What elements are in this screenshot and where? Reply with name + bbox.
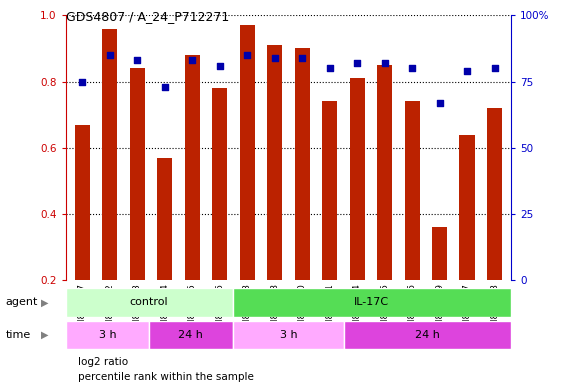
Point: [325, 65, 334, 71]
Point: [78, 79, 87, 85]
Bar: [240, 25, 255, 346]
Point: [352, 60, 361, 66]
Point: [408, 65, 417, 71]
Point: [435, 100, 444, 106]
Bar: [295, 48, 309, 346]
Text: control: control: [130, 297, 168, 308]
Text: 24 h: 24 h: [179, 330, 203, 340]
Bar: [66, 288, 233, 317]
Bar: [75, 125, 90, 346]
Point: [380, 60, 389, 66]
Text: ▶: ▶: [41, 330, 49, 340]
Text: 24 h: 24 h: [415, 330, 440, 340]
Text: ▶: ▶: [41, 297, 49, 308]
Text: IL-17C: IL-17C: [354, 297, 389, 308]
Text: GDS4807 / A_24_P712271: GDS4807 / A_24_P712271: [66, 10, 229, 23]
Bar: [149, 321, 233, 349]
Bar: [233, 288, 511, 317]
Bar: [460, 135, 475, 346]
Bar: [212, 88, 227, 346]
Point: [160, 84, 169, 90]
Bar: [267, 45, 282, 346]
Point: [297, 55, 307, 61]
Bar: [432, 227, 447, 346]
Text: log2 ratio: log2 ratio: [78, 357, 128, 367]
Point: [490, 65, 499, 71]
Point: [463, 68, 472, 74]
Point: [243, 52, 252, 58]
Bar: [157, 158, 172, 346]
Point: [270, 55, 279, 61]
Point: [105, 52, 114, 58]
Bar: [130, 68, 144, 346]
Bar: [102, 29, 117, 346]
Text: 3 h: 3 h: [280, 330, 297, 340]
Bar: [344, 321, 511, 349]
Text: time: time: [6, 330, 31, 340]
Bar: [66, 321, 149, 349]
Point: [132, 57, 142, 63]
Bar: [349, 78, 365, 346]
Bar: [322, 101, 337, 346]
Bar: [233, 321, 344, 349]
Point: [187, 57, 196, 63]
Point: [215, 63, 224, 69]
Text: 3 h: 3 h: [99, 330, 116, 340]
Bar: [404, 101, 420, 346]
Bar: [377, 65, 392, 346]
Text: percentile rank within the sample: percentile rank within the sample: [78, 372, 254, 382]
Bar: [184, 55, 200, 346]
Bar: [487, 108, 502, 346]
Text: agent: agent: [6, 297, 38, 308]
